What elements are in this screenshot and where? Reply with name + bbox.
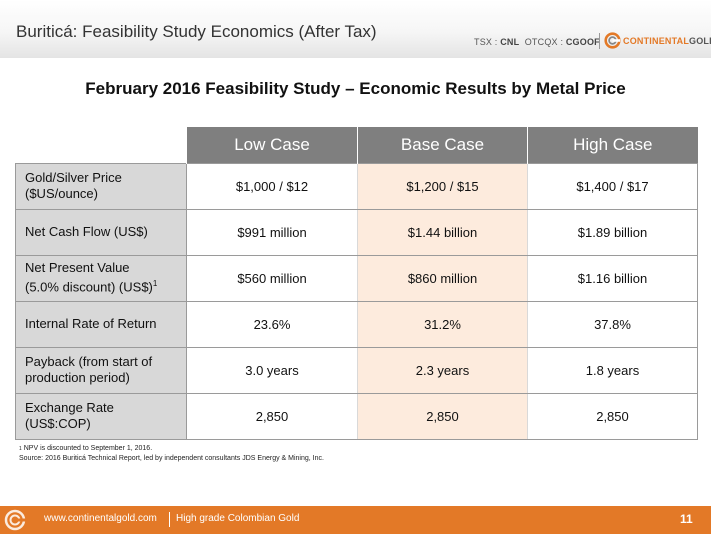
row-label-line1: Net Present Value <box>25 260 130 276</box>
row-label: Exchange Rate (US$:COP) <box>15 393 187 440</box>
row-label-line1: Gold/Silver Price <box>25 170 122 185</box>
footnote-npv: 1 NPV is discounted to September 1, 2016… <box>19 444 324 454</box>
footer-divider <box>169 512 170 527</box>
value-base: 31.2% <box>357 301 528 348</box>
row-label-line2: production period) <box>25 370 130 385</box>
footnote-marker: 1 <box>152 279 158 289</box>
value-low: $1,000 / $12 <box>186 162 358 210</box>
brand-part2: GOLD <box>689 35 711 46</box>
otcqx-label: OTCQX <box>524 37 558 47</box>
footnote-marker: 1 <box>19 446 22 452</box>
table-row: Gold/Silver Price ($US/ounce) $1,000 / $1… <box>15 162 698 210</box>
slide-title: Buriticá: Feasibility Study Economics (A… <box>16 22 377 41</box>
row-label-line2: (US$:COP) <box>25 416 91 431</box>
brand-part1: CONTINENTAL <box>623 35 690 46</box>
row-label: Net Present Value (5.0% discount) (US$)1 <box>15 255 187 302</box>
value-low: 23.6% <box>186 301 358 348</box>
otcqx-symbol: CGOOF <box>565 37 600 47</box>
main-title: February 2016 Feasibility Study – Econom… <box>85 79 626 98</box>
column-header-base: Base Case <box>357 127 528 163</box>
brand-logo: CONTINENTALGOLD <box>604 32 711 49</box>
value-high: $1,400 / $17 <box>527 162 698 210</box>
row-label: Internal Rate of Return <box>15 301 187 348</box>
table-header-row: Low Case Base Case High Case <box>16 127 698 163</box>
value-base: $860 million <box>357 255 528 302</box>
table-row: Net Present Value (5.0% discount) (US$)1 … <box>15 255 698 302</box>
slide-footer: www.continentalgold.com High grade Colom… <box>0 506 711 534</box>
slide-header: Buriticá: Feasibility Study Economics (A… <box>0 0 711 58</box>
header-blank-cell <box>16 127 187 163</box>
table-row: Internal Rate of Return 23.6% 31.2% 37.8… <box>15 301 698 348</box>
footnotes: 1 NPV is discounted to September 1, 2016… <box>19 444 324 464</box>
column-header-high: High Case <box>527 127 698 163</box>
value-low: $560 million <box>186 255 358 302</box>
tsx-label: TSX <box>474 37 493 47</box>
page-number: 11 <box>680 512 693 526</box>
table-row: Payback (from start of production period)… <box>15 347 698 394</box>
value-high: $1.16 billion <box>527 255 698 302</box>
table-row: Net Cash Flow (US$) $991 million $1.44 b… <box>15 209 698 256</box>
footnote-text: NPV is discounted to September 1, 2016. <box>23 445 153 452</box>
source-note: Source: 2016 Buriticá Technical Report, … <box>19 455 324 462</box>
footer-tagline: High grade Colombian Gold <box>176 513 300 524</box>
website-link[interactable]: www.continentalgold.com <box>44 513 157 524</box>
value-low: 2,850 <box>186 393 358 440</box>
row-label-line1: Payback (from start of <box>25 354 153 369</box>
row-label-line2: (5.0% discount) (US$) <box>25 279 153 295</box>
stock-ticker: TSX : CNL OTCQX : CGOOF <box>474 37 600 47</box>
value-high: 37.8% <box>527 301 698 348</box>
brand-wordmark: CONTINENTALGOLD <box>623 36 711 46</box>
row-label-line2: ($US/ounce) <box>25 186 98 201</box>
tsx-symbol: CNL <box>500 37 520 47</box>
continental-gold-logo-icon <box>604 32 621 49</box>
header-divider <box>599 33 600 49</box>
value-low: $991 million <box>186 209 358 256</box>
value-high: $1.89 billion <box>527 209 698 256</box>
table-row: Exchange Rate (US$:COP) 2,850 2,850 2,850 <box>15 393 698 440</box>
column-header-low: Low Case <box>186 127 358 163</box>
value-base: $1,200 / $15 <box>357 162 528 210</box>
value-base: 2.3 years <box>357 347 528 394</box>
value-base: 2,850 <box>357 393 528 440</box>
row-label: Payback (from start of production period) <box>15 347 187 394</box>
continental-gold-logo-icon <box>4 509 26 531</box>
economics-table: Low Case Base Case High Case Gold/Silver… <box>15 127 698 440</box>
value-high: 1.8 years <box>527 347 698 394</box>
value-high: 2,850 <box>527 393 698 440</box>
value-base: $1.44 billion <box>357 209 528 256</box>
value-low: 3.0 years <box>186 347 358 394</box>
row-label: Gold/Silver Price ($US/ounce) <box>15 162 187 210</box>
row-label-line1: Exchange Rate <box>25 400 114 415</box>
row-label: Net Cash Flow (US$) <box>15 209 187 256</box>
